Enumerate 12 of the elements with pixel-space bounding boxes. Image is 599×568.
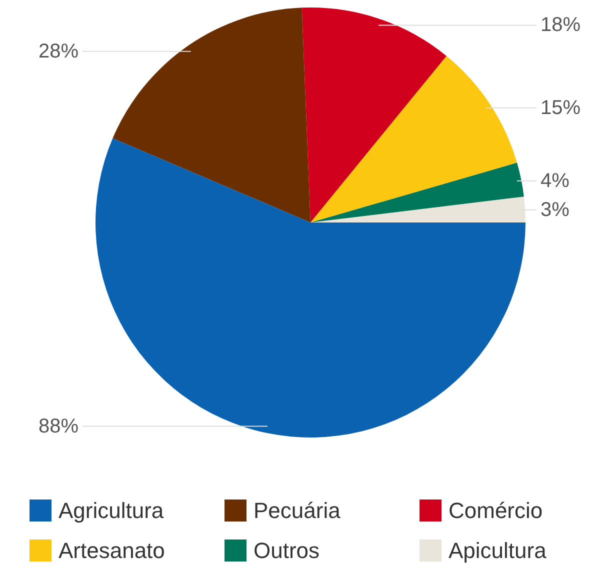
legend-label: Outros [254, 538, 320, 563]
data-label: 28% [38, 40, 79, 62]
data-label: 15% [540, 96, 581, 119]
legend-label: Apicultura [448, 538, 548, 563]
data-label: 4% [540, 170, 570, 192]
legend-label: Agricultura [58, 498, 164, 523]
data-label: 88% [38, 415, 79, 438]
legend-label: Comércio [448, 498, 543, 523]
data-label: 18% [540, 14, 581, 36]
legend-label: Artesanato [58, 538, 165, 563]
legend-label: Pecuária [254, 498, 342, 523]
data-label: 3% [540, 198, 570, 221]
